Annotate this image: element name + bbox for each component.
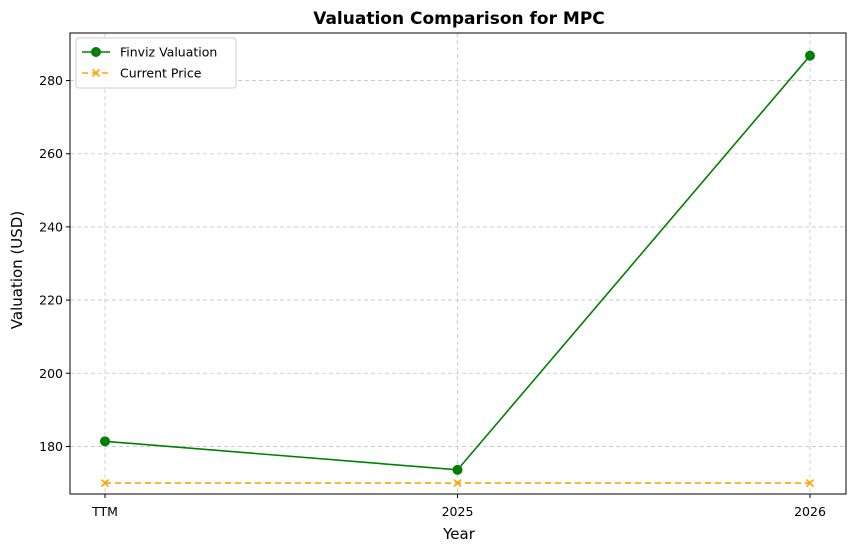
legend: Finviz Valuation Current Price	[75, 37, 237, 89]
legend-label: Current Price	[120, 66, 202, 81]
data-point-marker	[805, 50, 815, 61]
series-finviz-valuation	[100, 50, 815, 475]
y-tick-label: 220	[39, 293, 63, 308]
legend-label: Finviz Valuation	[120, 45, 217, 60]
data-point-marker	[91, 47, 101, 57]
data-point-marker	[805, 478, 815, 488]
data-point-marker	[453, 478, 462, 488]
series-current-price	[100, 478, 815, 488]
plot-border	[69, 32, 847, 495]
x-tick-label: TTM	[91, 504, 118, 519]
legend-item: Current Price	[82, 66, 202, 81]
y-tick-label: 280	[39, 73, 63, 88]
legend-items: Finviz Valuation Current Price	[82, 45, 217, 81]
y-tick-label: 200	[39, 366, 63, 381]
legend-box	[75, 37, 237, 89]
x-axis-label: Year	[442, 525, 476, 543]
y-axis-label: Valuation (USD)	[8, 211, 26, 329]
y-tick-label: 180	[39, 439, 63, 454]
data-point-marker	[91, 68, 101, 78]
legend-item: Finviz Valuation	[82, 45, 217, 60]
axis-ticks: TTM 2025 2026 180 200 220 240 260 280	[39, 73, 826, 519]
chart-title: Valuation Comparison for MPC	[313, 9, 605, 29]
y-tick-label: 260	[39, 146, 63, 161]
y-tick-label: 240	[39, 219, 63, 234]
data-point-marker	[452, 464, 463, 475]
plot-background	[70, 33, 846, 494]
x-tick-label: 2026	[794, 504, 826, 519]
data-point-marker	[100, 436, 110, 447]
series-layer	[100, 50, 815, 488]
x-tick-label: 2025	[442, 504, 474, 519]
plot-area	[70, 33, 846, 494]
data-point-marker	[100, 478, 110, 488]
